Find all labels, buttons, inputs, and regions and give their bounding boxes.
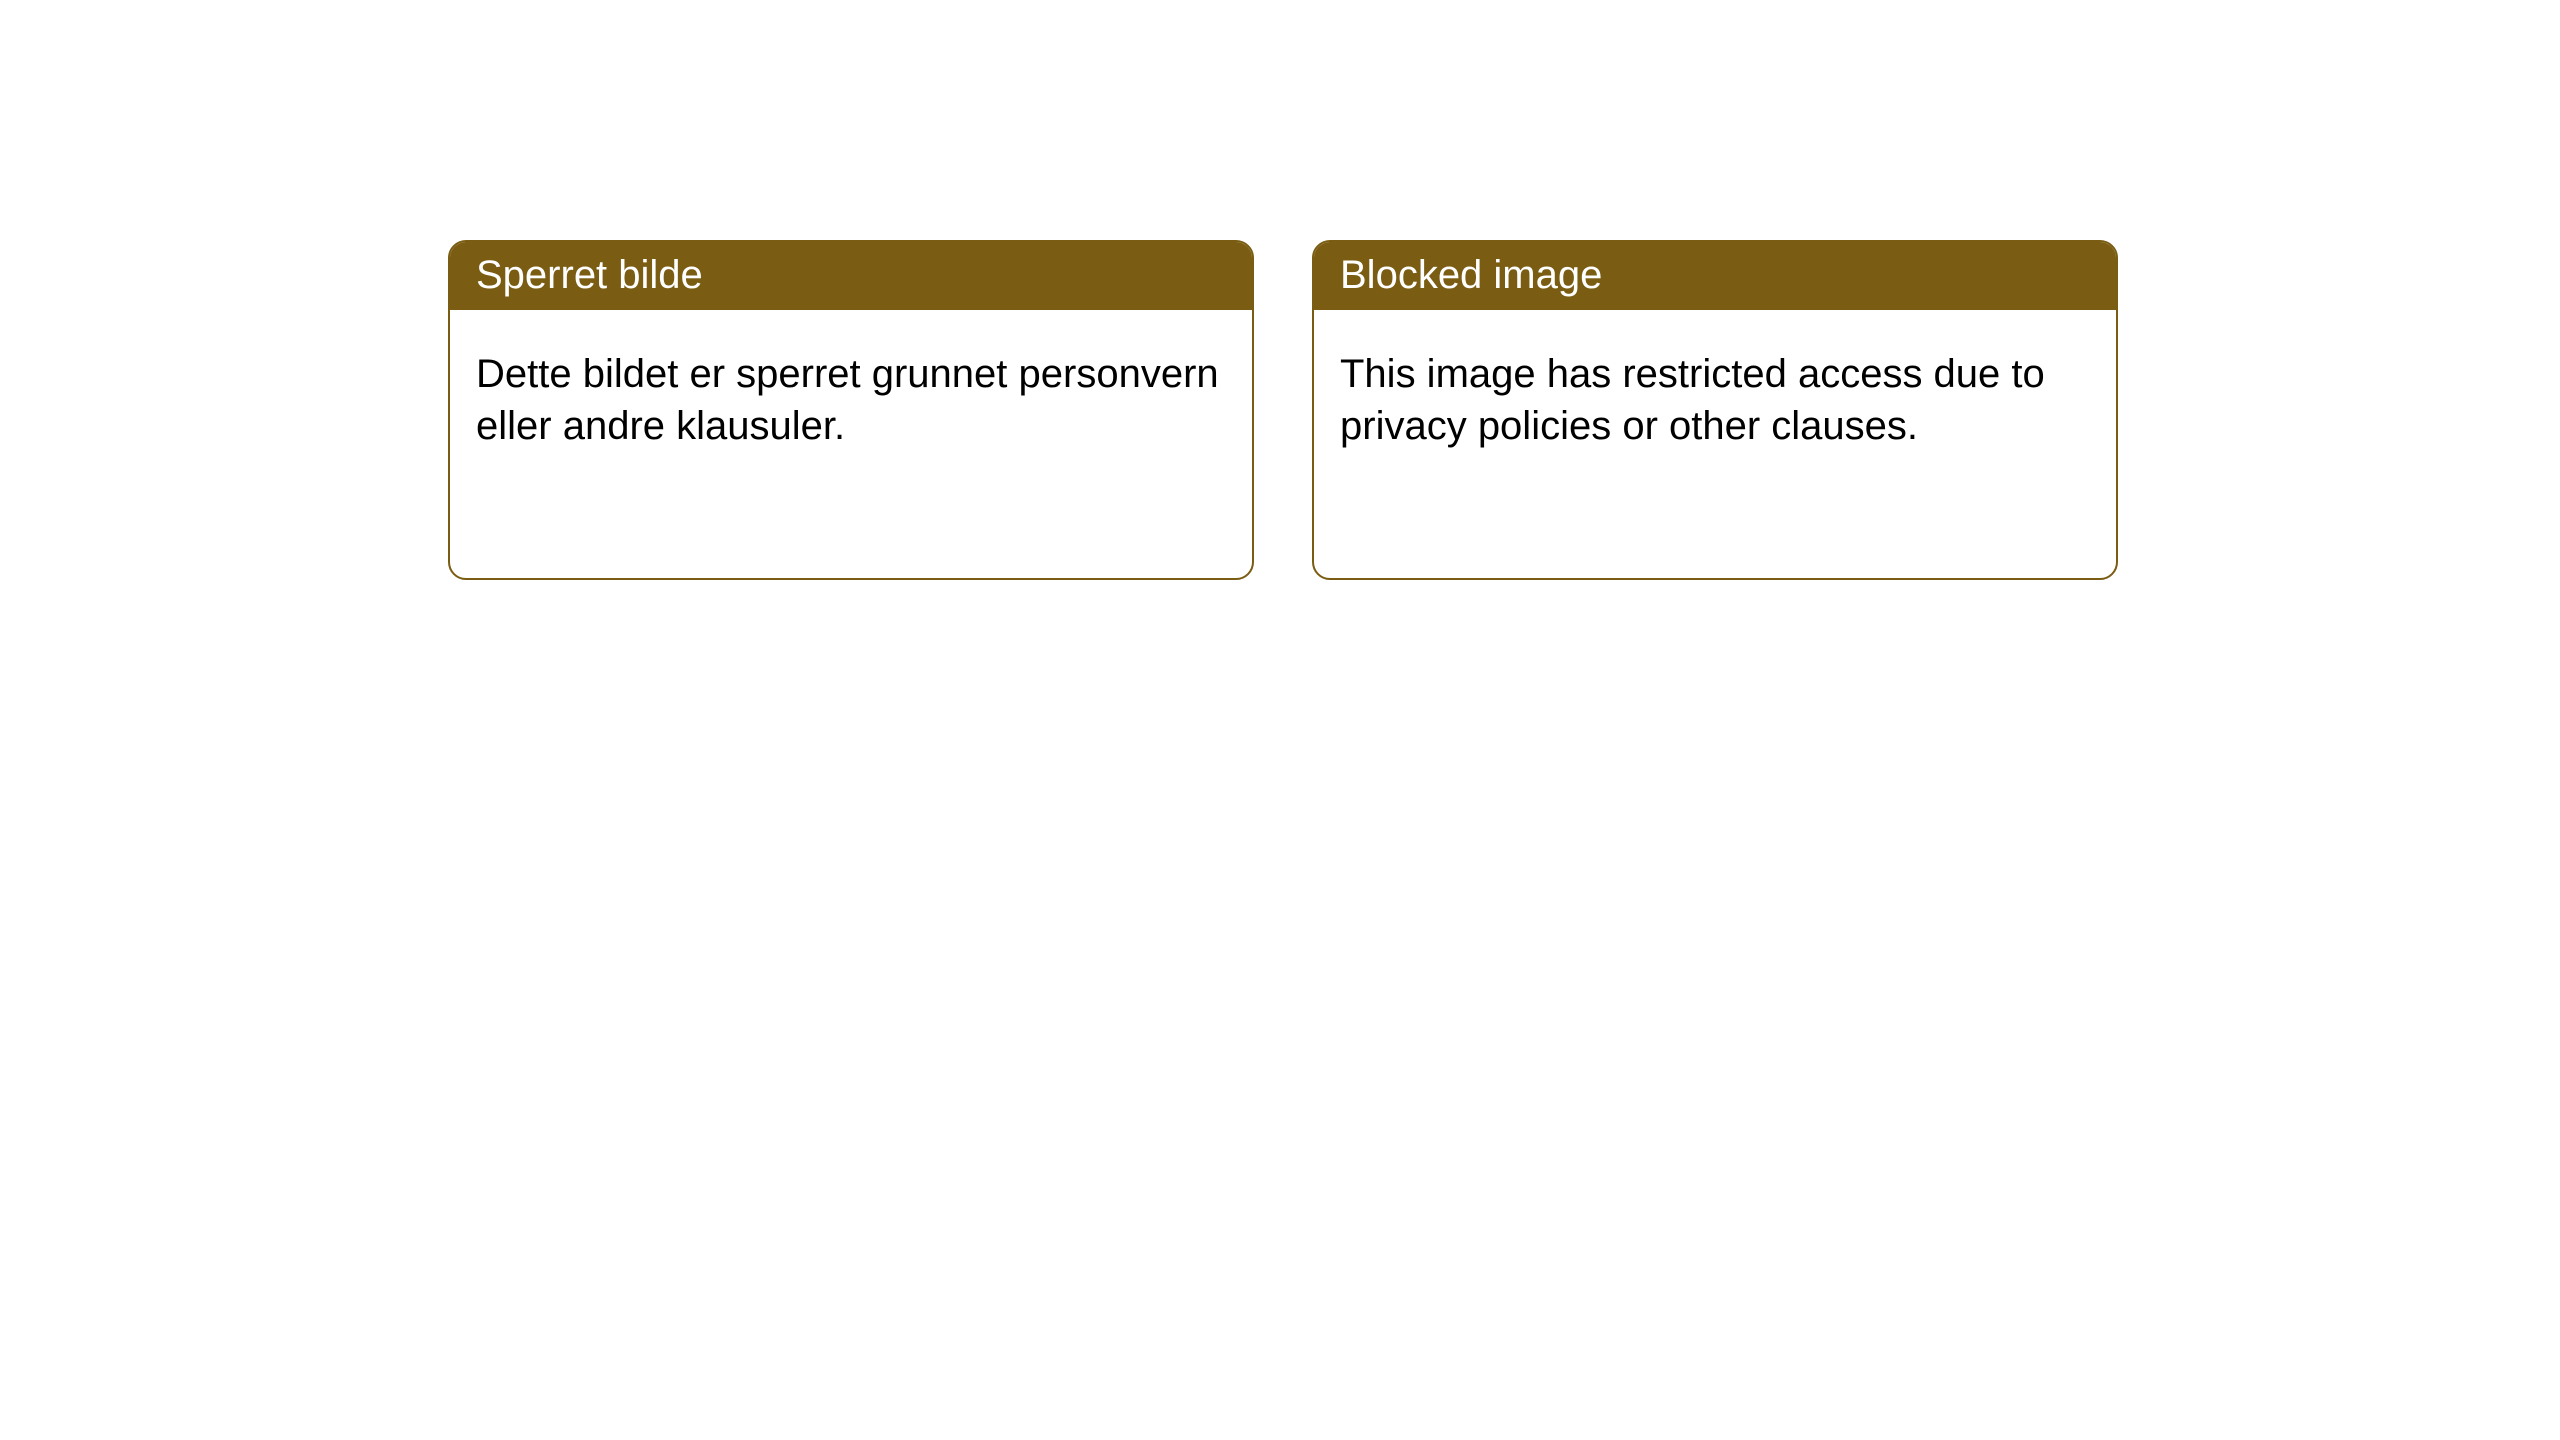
- panel-message: Dette bildet er sperret grunnet personve…: [476, 352, 1219, 448]
- notice-container: Sperret bilde Dette bildet er sperret gr…: [448, 240, 2118, 580]
- panel-body: This image has restricted access due to …: [1314, 310, 2116, 478]
- notice-panel-no: Sperret bilde Dette bildet er sperret gr…: [448, 240, 1254, 580]
- panel-title: Blocked image: [1340, 253, 1602, 297]
- panel-body: Dette bildet er sperret grunnet personve…: [450, 310, 1252, 478]
- panel-message: This image has restricted access due to …: [1340, 352, 2045, 448]
- panel-title: Sperret bilde: [476, 253, 703, 297]
- panel-header: Sperret bilde: [450, 242, 1252, 310]
- notice-panel-en: Blocked image This image has restricted …: [1312, 240, 2118, 580]
- panel-header: Blocked image: [1314, 242, 2116, 310]
